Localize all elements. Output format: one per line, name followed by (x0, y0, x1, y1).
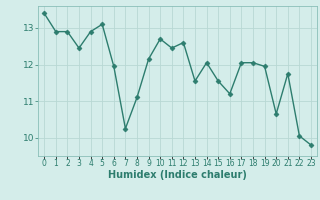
X-axis label: Humidex (Indice chaleur): Humidex (Indice chaleur) (108, 170, 247, 180)
